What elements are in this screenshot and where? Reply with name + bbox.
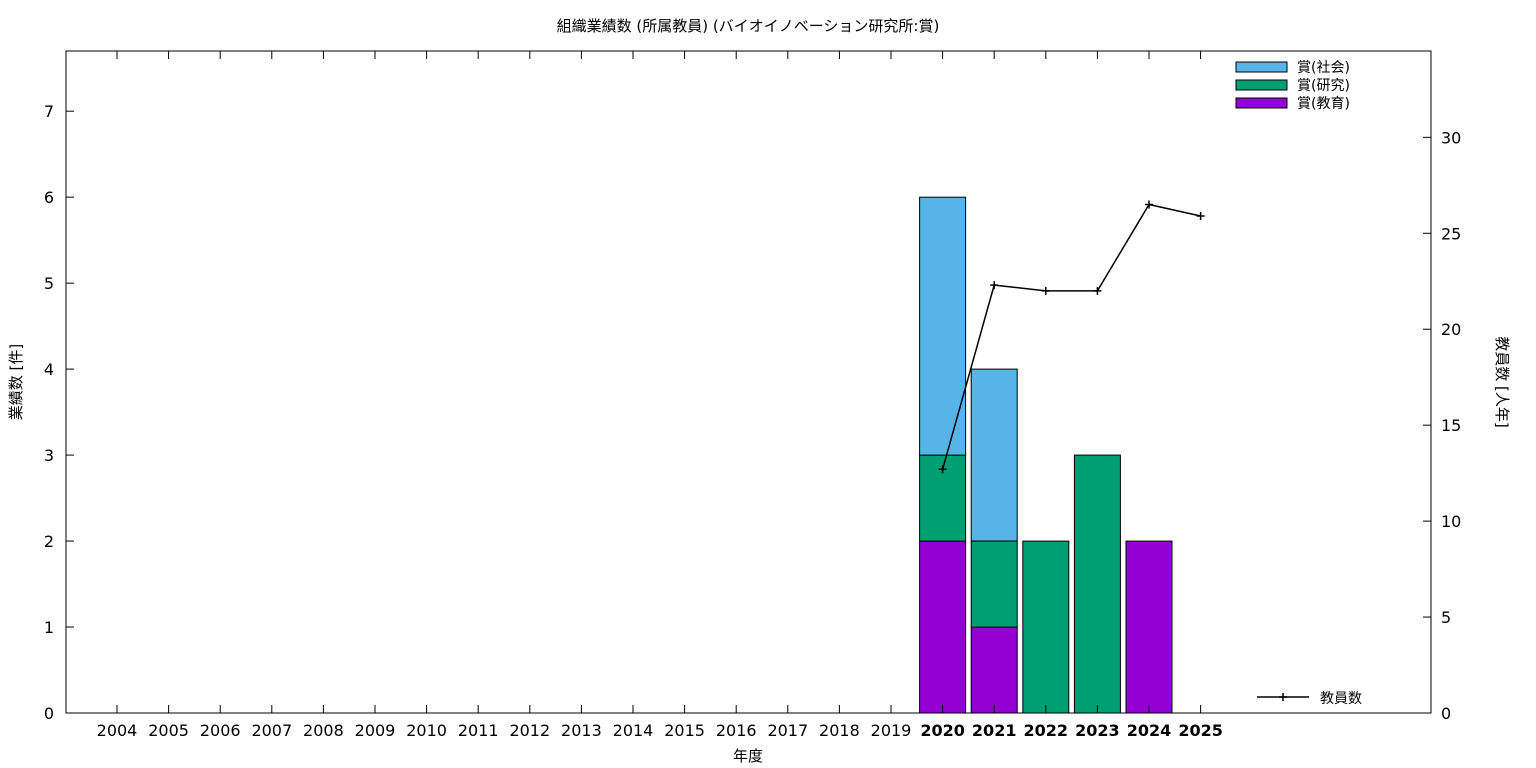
- x-tick-label: 2024: [1127, 721, 1172, 740]
- y2-tick-label: 25: [1441, 224, 1461, 243]
- plot-frame: [65, 50, 1432, 714]
- legend: 賞(社会) 賞(研究) 賞(教育): [1235, 60, 1350, 112]
- faculty-point: [1041, 286, 1050, 295]
- y2-axis-label: 教員数 [人年]: [1493, 336, 1511, 427]
- line-group: [938, 200, 1205, 474]
- x-tick-label: 2017: [767, 721, 808, 740]
- x-tick-label: 2015: [664, 721, 705, 740]
- y-tick-label: 5: [44, 274, 54, 293]
- line-legend-marker: [1279, 693, 1287, 701]
- y-tick-label: 6: [44, 188, 54, 207]
- x-tick-label: 2018: [819, 721, 860, 740]
- bar-2020-series-2: [919, 196, 967, 456]
- x-tick-label: 2021: [972, 721, 1017, 740]
- x-tick-label: 2006: [200, 721, 241, 740]
- x-tick-label: 2005: [148, 721, 189, 740]
- y-tick-label: 3: [44, 446, 54, 465]
- y-tick-label: 2: [44, 532, 54, 551]
- bar-2021-series-1: [970, 540, 1018, 628]
- faculty-point: [990, 281, 999, 290]
- x-tick-label: 2007: [251, 721, 292, 740]
- faculty-point: [938, 465, 947, 474]
- y-tick-label: 7: [44, 102, 54, 121]
- bar-2023-series-1: [1073, 454, 1121, 714]
- bar-2021-series-2: [970, 368, 1018, 542]
- legend-label: 賞(研究): [1297, 78, 1350, 94]
- bar-2020-series-0: [919, 540, 967, 714]
- x-tick-label: 2010: [406, 721, 447, 740]
- x-tick-label: 2004: [97, 721, 138, 740]
- bar-2021-series-0: [970, 626, 1018, 714]
- bars-group: [919, 196, 1173, 714]
- y2-tick-label: 20: [1441, 320, 1461, 339]
- y2-tick-label: 5: [1441, 608, 1451, 627]
- y2-tick-label: 0: [1441, 704, 1451, 723]
- bar-2024-series-0: [1125, 540, 1173, 714]
- y2-tick-label: 15: [1441, 416, 1461, 435]
- y2-tick-label: 30: [1441, 128, 1461, 147]
- x-tick-label: 2012: [509, 721, 550, 740]
- x-tick-label: 2014: [613, 721, 654, 740]
- legend-swatch: [1235, 97, 1288, 109]
- legend-label: 賞(社会): [1297, 60, 1350, 76]
- bar-2022-series-1: [1022, 540, 1070, 714]
- x-tick-label: 2013: [561, 721, 602, 740]
- legend-label: 賞(教育): [1297, 96, 1350, 112]
- faculty-point: [1196, 212, 1205, 221]
- legend-swatch: [1235, 61, 1288, 73]
- y-axis-label: 業績数 [件]: [7, 344, 25, 420]
- x-tick-label: 2023: [1075, 721, 1120, 740]
- x-tick-label: 2025: [1178, 721, 1223, 740]
- faculty-point: [1145, 200, 1153, 209]
- y-tick-label: 1: [44, 618, 54, 637]
- faculty-line: [941, 203, 1201, 470]
- y-tick-label: 0: [44, 704, 54, 723]
- chart-title: 組織業績数 (所属教員) (バイオイノベーション研究所:賞): [557, 17, 940, 35]
- x-tick-label: 2011: [458, 721, 499, 740]
- x-tick-label: 2008: [303, 721, 344, 740]
- line-legend: 教員数: [1257, 691, 1362, 707]
- y-tick-label: 4: [44, 360, 54, 379]
- line-legend-label: 教員数: [1320, 691, 1362, 707]
- x-tick-label: 2022: [1024, 721, 1069, 740]
- y2-tick-label: 10: [1441, 512, 1461, 531]
- faculty-point: [1093, 286, 1102, 295]
- x-tick-label: 2020: [920, 721, 965, 740]
- x-tick-label: 2019: [871, 721, 912, 740]
- x-axis-label: 年度: [733, 747, 763, 765]
- legend-swatch: [1235, 79, 1288, 91]
- x-tick-label: 2016: [716, 721, 757, 740]
- x-tick-label: 2009: [355, 721, 396, 740]
